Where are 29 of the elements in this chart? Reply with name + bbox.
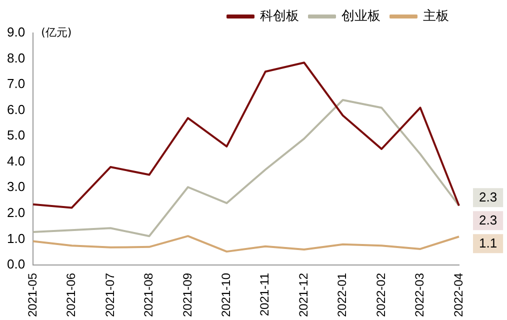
y-tick-label: 7.0	[6, 76, 26, 92]
y-tick-label: 9.0	[6, 24, 26, 40]
legend-label: 科创板	[260, 8, 299, 24]
x-tick-label: 2022-02	[374, 272, 388, 318]
y-tick-label: 8.0	[6, 50, 26, 66]
y-tick-label: 3.0	[6, 179, 26, 194]
x-tick-label: 2021-09	[180, 272, 194, 318]
data-label: 2.3	[478, 212, 498, 228]
data-label: 2.3	[478, 189, 498, 204]
x-tick-label: 2021-11	[258, 272, 272, 316]
y-tick-label: 6.0	[6, 102, 26, 117]
x-tick-label: 2021-10	[218, 272, 233, 318]
legend-label: 主板	[423, 8, 449, 24]
y-tick-label: 2.0	[6, 204, 26, 220]
y-tick-label: 5.0	[6, 128, 26, 143]
x-tick-label: 2021-08	[142, 272, 156, 318]
x-tick-label: 2022-04	[451, 272, 466, 318]
y-tick-label: 4.0	[6, 153, 26, 168]
x-tick-label: 2021-12	[296, 272, 310, 318]
y-tick-label: 0.0	[6, 256, 26, 272]
x-tick-label: 2022-03	[412, 272, 427, 318]
x-tick-label: 2021-07	[102, 272, 117, 318]
data-label: 1.1	[478, 235, 498, 250]
legend-label: 创业板	[342, 8, 380, 24]
y-axis-title: (亿元)	[41, 26, 72, 39]
x-tick-label: 2021-06	[64, 272, 78, 318]
x-tick-label: 2021-05	[25, 272, 40, 318]
x-tick-label: 2022-01	[335, 272, 350, 318]
y-tick-label: 1.0	[6, 230, 26, 246]
